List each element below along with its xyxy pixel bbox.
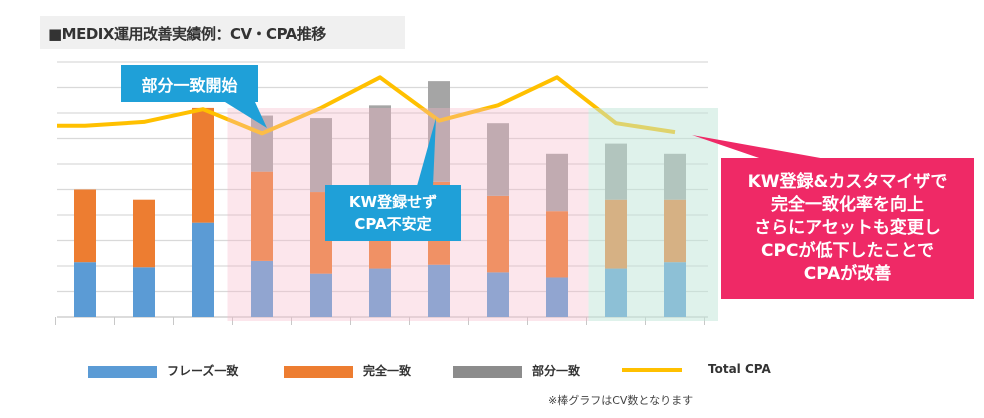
bar-phrase: [192, 222, 214, 317]
legend-swatch: [622, 367, 682, 372]
bar-partial: [546, 153, 568, 212]
legend-swatch: [453, 365, 522, 378]
callout-text: さらにアセットも変更し: [754, 218, 941, 238]
bar-exact: [74, 189, 96, 263]
callout-tail: [692, 135, 826, 159]
chart-title: ■MEDIX運用改善実績例：CV・CPA推移: [48, 25, 326, 43]
bar-partial: [487, 123, 509, 196]
callout-tail: [417, 118, 436, 186]
callout-tail: [225, 102, 267, 128]
callout-unstable: KW登録せず CPA不安定: [325, 185, 461, 241]
legend-label: 部分一致: [532, 364, 581, 378]
bar-phrase: [310, 273, 332, 317]
bar-exact: [487, 195, 509, 273]
legend-item-exact: 完全一致: [284, 362, 411, 379]
bar-exact: [133, 199, 155, 268]
legend-label: 完全一致: [363, 364, 412, 378]
callout-partial-start: 部分一致開始: [121, 65, 258, 102]
bar-phrase: [428, 264, 450, 317]
legend-label: フレーズ一致: [167, 364, 239, 378]
cpa-line: [57, 75, 676, 136]
legend-item-cpa: Total CPA: [622, 362, 771, 376]
callout-text: CPAが改善: [803, 264, 892, 284]
callout-text: KW登録せず: [348, 193, 438, 211]
bar-partial: [369, 105, 391, 193]
bar-exact: [251, 171, 273, 261]
bar-phrase: [74, 262, 96, 317]
callout-text: KW登録&カスタマイザで: [747, 172, 948, 192]
footnote: ※棒グラフはCV数となります: [548, 394, 694, 407]
legend-item-partial: 部分一致: [453, 362, 580, 379]
bar-phrase: [133, 267, 155, 317]
bar-phrase: [546, 277, 568, 317]
legend-label: Total CPA: [708, 362, 771, 376]
callout-text: CPA不安定: [354, 215, 432, 233]
bar-phrase: [369, 268, 391, 317]
bar-partial: [310, 118, 332, 193]
bar-exact: [192, 107, 214, 223]
callout-text: CPCが低下したことで: [761, 241, 934, 261]
legend-item-phrase: フレーズ一致: [88, 362, 238, 379]
legend-swatch: [88, 365, 157, 378]
bar-exact: [546, 211, 568, 278]
legend-swatch: [284, 365, 353, 378]
bar-phrase: [251, 260, 273, 317]
callout-text: 完全一致化率を向上: [771, 195, 924, 215]
bar-phrase: [487, 272, 509, 317]
callout-text: 部分一致開始: [141, 75, 238, 95]
title-box: ■MEDIX運用改善実績例：CV・CPA推移: [40, 16, 405, 49]
zone-improvement: [588, 108, 718, 321]
callout-improvement: KW登録&カスタマイザで 完全一致化率を向上 さらにアセットも変更し CPCが低…: [721, 158, 974, 299]
